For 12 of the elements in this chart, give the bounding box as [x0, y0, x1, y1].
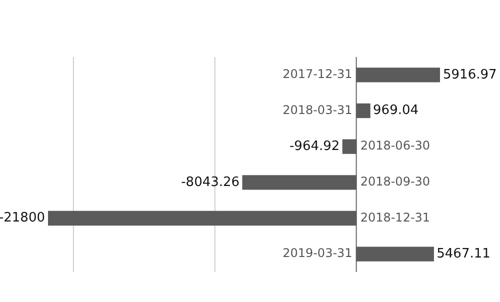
- y-tick-label: 2018-03-31: [282, 102, 352, 117]
- data-label: 969.04: [373, 103, 419, 118]
- data-label: -964.92: [289, 138, 340, 154]
- y-tick-label: 2019-03-31: [282, 246, 352, 260]
- data-label: 5467.11: [436, 246, 490, 262]
- data-label: 5916.97: [443, 67, 497, 82]
- y-tick-label: 2018-09-30: [360, 174, 430, 189]
- data-label: -8043.26: [181, 174, 240, 190]
- y-tick-label: 2017-12-31: [282, 67, 352, 82]
- y-tick-label: 2018-06-30: [360, 138, 430, 153]
- data-label: -21800: [0, 210, 45, 226]
- y-tick-label: 2018-12-31: [360, 210, 430, 224]
